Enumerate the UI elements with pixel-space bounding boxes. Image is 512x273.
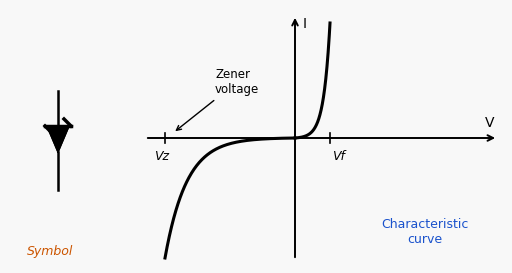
Text: V: V — [484, 116, 494, 130]
Text: Vz: Vz — [155, 150, 169, 163]
Text: Symbol: Symbol — [27, 245, 73, 258]
Text: Characteristic
curve: Characteristic curve — [381, 218, 468, 246]
Text: I: I — [303, 17, 307, 31]
Polygon shape — [47, 126, 69, 152]
Text: Vf: Vf — [332, 150, 345, 163]
Text: Zener
voltage: Zener voltage — [177, 68, 259, 130]
